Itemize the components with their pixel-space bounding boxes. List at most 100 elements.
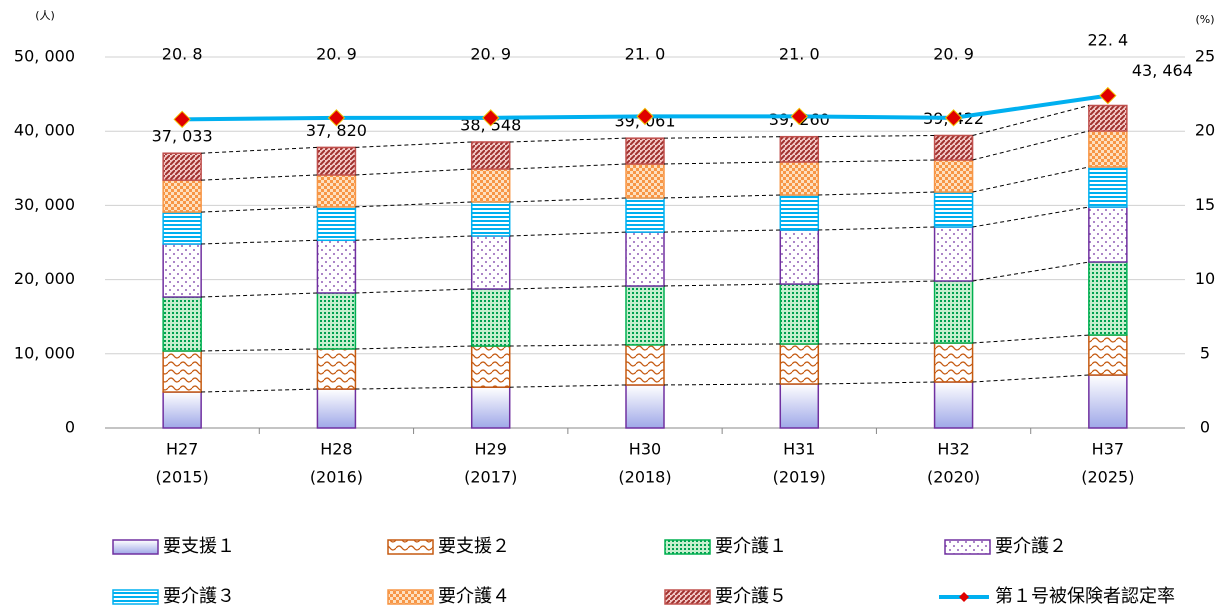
bar-segment [162, 243, 202, 298]
bar-segment [625, 344, 665, 386]
bar-segment [316, 292, 357, 350]
rate-label: 20. 8 [162, 45, 203, 64]
y2-tick-label: 10 [1195, 269, 1215, 288]
connector [663, 283, 781, 287]
bar-segment [779, 383, 820, 429]
connector [201, 348, 318, 352]
connector [355, 168, 472, 176]
connector [509, 285, 627, 290]
rate-marker [944, 109, 963, 127]
legend-swatch [664, 589, 711, 605]
bar-segment [1088, 374, 1128, 429]
bar-segment [625, 384, 665, 429]
connector [355, 386, 472, 390]
connector [355, 288, 472, 294]
connector [509, 384, 627, 388]
bar-segment [779, 283, 820, 345]
legend-swatch [664, 539, 711, 555]
connector [972, 261, 1089, 282]
connector [201, 292, 318, 298]
bar-segment [625, 285, 665, 346]
x-tick-label: H30 [629, 440, 661, 459]
bar-segment [316, 174, 357, 208]
connector [663, 383, 781, 386]
bar-segment [625, 197, 665, 233]
y2-unit: (%) [1195, 13, 1214, 26]
bar-segment [1088, 206, 1128, 263]
bar-segment [316, 206, 357, 242]
legend-label: 要介護２ [995, 536, 1067, 557]
connector [663, 343, 781, 346]
y2-tick-label: 20 [1195, 121, 1215, 140]
connector [201, 239, 318, 245]
y-tick-label: 10, 000 [14, 343, 75, 362]
bar-segment [470, 288, 511, 347]
rate-label: 22. 4 [1087, 31, 1128, 50]
x-tick-label: (2018) [618, 468, 671, 487]
legend-label: 第１号被保険者認定率 [995, 586, 1175, 607]
total-label: 37, 033 [152, 127, 213, 146]
connector [201, 146, 318, 154]
rate-marker [482, 109, 500, 127]
bar-segment [470, 386, 511, 429]
x-tick-label: (2019) [773, 468, 826, 487]
legend-label: 要介護１ [715, 536, 787, 557]
x-tick-label: H32 [937, 440, 969, 459]
connector [509, 197, 627, 203]
bar-segment [1088, 130, 1128, 168]
bar-segment [779, 229, 820, 285]
bar-segment [162, 179, 202, 213]
legend-swatch [112, 539, 159, 555]
rate-label: 21. 0 [779, 45, 820, 64]
connector [509, 344, 627, 347]
rate-marker [1099, 86, 1117, 105]
connector [355, 141, 472, 148]
legend-swatch [944, 539, 991, 555]
y-tick-label: 40, 000 [14, 121, 75, 140]
connector [201, 206, 318, 213]
legend-swatch [387, 589, 434, 605]
connector [663, 136, 781, 139]
connector [509, 137, 627, 143]
y-tick-label: 20, 000 [14, 269, 75, 288]
rate-label: 20. 9 [470, 45, 511, 64]
bar-segment [162, 391, 202, 429]
bar-segment [470, 235, 511, 290]
connector [355, 345, 472, 350]
bar-segment [779, 161, 820, 196]
connector [818, 134, 935, 138]
bar-segment [1088, 261, 1128, 336]
connector [972, 206, 1089, 228]
bar-segment [162, 296, 202, 352]
connector [201, 174, 318, 181]
connector [355, 201, 472, 208]
x-tick-label: H31 [783, 440, 815, 459]
bar-segment [933, 342, 974, 383]
rate-marker [173, 110, 191, 129]
bar-segment [933, 134, 974, 161]
x-tick-label: H37 [1092, 440, 1124, 459]
rate-marker [790, 107, 808, 126]
bar-segment [470, 201, 511, 237]
connector [818, 191, 935, 196]
y-unit: (人) [35, 9, 55, 22]
connector [818, 280, 935, 285]
connector [509, 163, 627, 170]
rate-label: 20. 9 [933, 45, 974, 64]
bar-segment [1088, 104, 1128, 132]
legend-swatch [959, 592, 969, 602]
rate-marker [636, 107, 654, 126]
x-tick-label: (2025) [1081, 468, 1134, 487]
x-tick-label: H27 [166, 440, 198, 459]
y2-tick-label: 0 [1200, 418, 1210, 437]
connector [818, 159, 935, 163]
bar-segment [316, 239, 357, 294]
legend-label: 要支援１ [163, 536, 235, 557]
connector [972, 374, 1089, 383]
bar-segment [779, 194, 820, 231]
connector [818, 226, 935, 231]
x-tick-label: H29 [475, 440, 507, 459]
connector [818, 381, 935, 385]
bar-segment [162, 152, 202, 181]
bar-segment [316, 388, 357, 429]
